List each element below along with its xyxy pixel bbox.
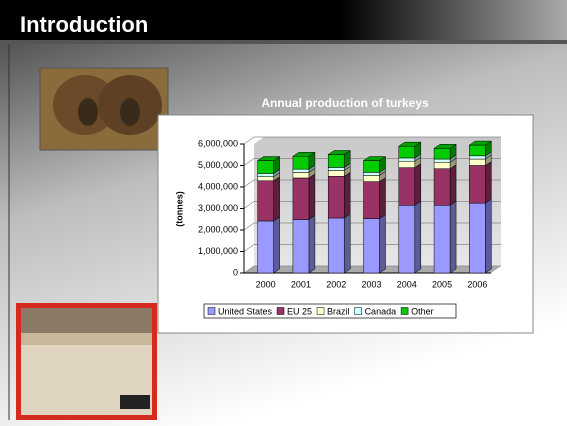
bar-segment [363, 181, 380, 219]
legend-swatch [316, 307, 325, 315]
bar-segment [469, 155, 486, 160]
title-bar [0, 0, 567, 40]
x-tick-label: 2002 [326, 279, 346, 289]
bar-top [256, 156, 281, 161]
bar-segment [469, 202, 486, 274]
bar-segment [469, 158, 486, 166]
bar-segment [292, 172, 310, 179]
bar-segment [433, 148, 451, 160]
bar-segment [257, 220, 274, 274]
bar-segment [327, 176, 345, 219]
bar-side [485, 198, 492, 274]
legend-label: United States [218, 306, 273, 316]
bar-segment [433, 158, 451, 163]
bar-side [308, 173, 316, 220]
bar-segment [292, 156, 310, 170]
bar-side [414, 200, 422, 274]
farm-photo [16, 303, 157, 420]
title-rule [0, 40, 567, 44]
y-tick-label: 3,000,000 [198, 203, 238, 213]
bar-top [468, 140, 493, 146]
bar-side [485, 161, 492, 204]
bar-segment [257, 160, 274, 174]
bar-segment [363, 218, 380, 274]
legend-label: Other [411, 306, 434, 316]
bar-side [343, 171, 351, 219]
x-tick-label: 2003 [361, 279, 381, 289]
bar-top [292, 152, 316, 157]
grid-line [243, 136, 501, 145]
legend-swatch [354, 307, 362, 315]
bar-segment [327, 217, 345, 274]
bar-segment [292, 219, 310, 274]
y-tick-label: 4,000,000 [198, 181, 238, 191]
bar-side [273, 216, 280, 274]
bar-side [343, 213, 351, 274]
bar-segment [398, 205, 416, 274]
x-tick-label: 2006 [467, 279, 487, 289]
bar-segment [398, 167, 416, 206]
legend-swatch [207, 307, 216, 315]
bar-segment [398, 145, 416, 159]
x-tick-label: 2005 [432, 279, 452, 289]
bar-side [379, 177, 386, 220]
bar-side [449, 200, 457, 274]
bar-segment [257, 180, 274, 222]
legend-swatch [276, 307, 285, 315]
bar-top [362, 156, 387, 161]
bar-side [273, 176, 280, 222]
bar-side [414, 163, 422, 206]
bar-segment [433, 205, 451, 274]
bar-side [379, 214, 386, 274]
x-tick-label: 2001 [291, 279, 311, 289]
bar-segment [363, 175, 380, 182]
bar-top [327, 150, 352, 155]
bar-segment [398, 160, 416, 168]
legend-swatch [400, 307, 409, 315]
y-axis-label: (tonnes) [174, 191, 184, 227]
bar-side [308, 214, 316, 274]
bar-segment [327, 167, 345, 171]
y-tick-label: 5,000,000 [198, 160, 238, 170]
bar-segment [292, 177, 310, 220]
y-tick-label: 1,000,000 [198, 246, 238, 256]
bar-segment [433, 168, 451, 206]
legend-label: Canada [365, 306, 397, 316]
y-tick-label: 0 [233, 267, 238, 277]
bar-top [397, 141, 422, 147]
bar-segment [433, 162, 451, 169]
bar-segment [363, 172, 380, 176]
bar-segment [257, 176, 274, 182]
bar-side [449, 164, 457, 206]
y-tick-label: 2,000,000 [198, 224, 238, 234]
bar-segment [327, 154, 345, 168]
bar-top [433, 144, 457, 149]
x-tick-label: 2004 [397, 279, 417, 289]
bar-segment [469, 165, 486, 204]
bar-segment [363, 160, 380, 173]
legend-label: EU 25 [287, 306, 312, 316]
bar-segment [398, 157, 416, 162]
bar-segment [292, 168, 310, 173]
legend-label: Brazil [327, 306, 350, 316]
turkey-photo [39, 67, 169, 151]
y-tick-label: 6,000,000 [198, 138, 238, 148]
bar-segment [327, 170, 345, 177]
chart-title: Annual production of turkeys [261, 96, 429, 110]
x-tick-label: 2000 [256, 279, 276, 289]
bar-segment [257, 173, 274, 177]
legend-box [203, 303, 457, 319]
bar-segment [469, 144, 486, 157]
slide-title: Introduction [20, 12, 148, 37]
